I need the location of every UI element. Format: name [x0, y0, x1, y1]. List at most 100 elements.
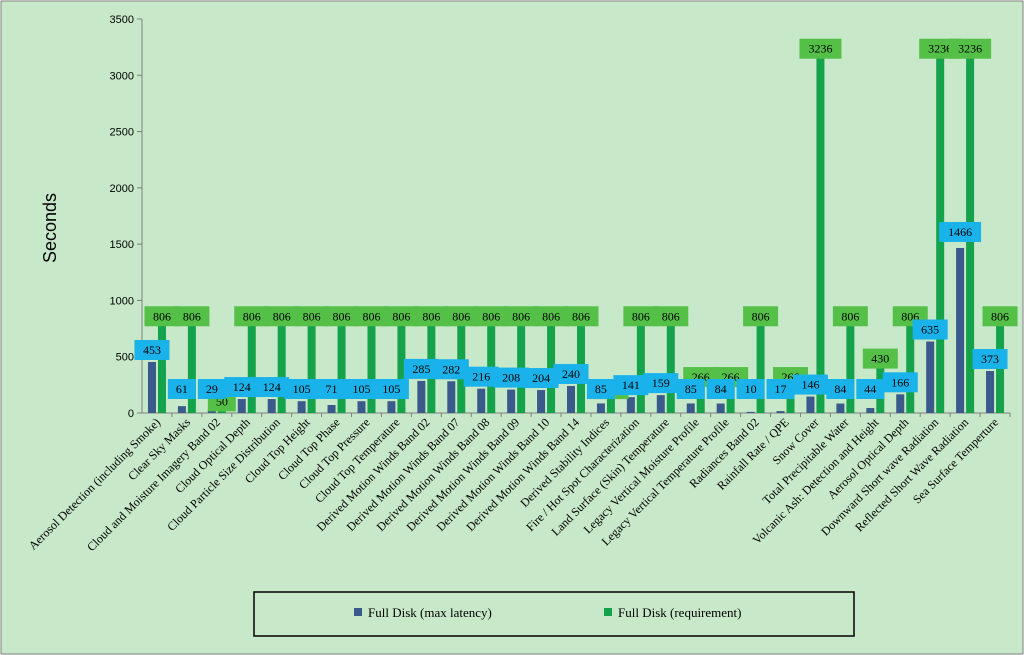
data-label-requirement: 806: [482, 309, 500, 323]
data-label-max-latency: 453: [143, 343, 161, 357]
bar-requirement: [397, 322, 406, 413]
data-label-requirement: 806: [333, 309, 351, 323]
data-label-max-latency-box: [736, 379, 765, 399]
data-label-max-latency: 44: [864, 382, 876, 396]
bar-requirement: [367, 322, 376, 413]
bar-max-latency: [866, 408, 875, 413]
data-label-max-latency-box: [463, 366, 499, 387]
data-label-max-latency: 85: [595, 382, 607, 396]
data-label-requirement: 806: [422, 309, 440, 323]
data-label-max-latency-box: [403, 358, 439, 379]
data-label-max-latency: 635: [921, 323, 939, 337]
bar-max-latency: [806, 396, 815, 413]
data-label-max-latency: 124: [263, 380, 281, 394]
data-label-max-latency: 29: [206, 382, 218, 396]
data-label-max-latency: 373: [981, 352, 999, 366]
data-label-requirement: 806: [752, 309, 770, 323]
bar-max-latency: [177, 406, 186, 413]
bar-max-latency: [776, 411, 785, 413]
data-label-max-latency-box: [284, 379, 320, 399]
data-label-max-latency-box: [224, 377, 260, 398]
bar-max-latency: [656, 395, 665, 413]
data-label-requirement: 806: [392, 309, 410, 323]
data-label-max-latency: 61: [176, 382, 188, 396]
data-label-max-latency-box: [553, 363, 589, 384]
data-label-requirement: 430: [871, 352, 889, 366]
bar-max-latency: [507, 389, 516, 413]
data-label-requirement: 806: [273, 309, 291, 323]
bar-requirement: [277, 322, 286, 413]
bar-max-latency: [836, 403, 845, 413]
data-label-requirement: 806: [183, 309, 201, 323]
data-label-requirement: 806: [362, 309, 380, 323]
data-label-requirement: 806: [243, 309, 261, 323]
data-label-max-latency-box: [766, 379, 795, 399]
data-label-requirement-box: [533, 306, 569, 327]
data-label-max-latency: 105: [293, 382, 311, 396]
bar-requirement: [756, 322, 765, 413]
data-label-max-latency-box: [706, 379, 735, 399]
bar-requirement: [547, 322, 556, 413]
data-label-requirement: 806: [303, 309, 321, 323]
data-label-max-latency-box: [826, 379, 855, 399]
bar-max-latency: [746, 411, 755, 413]
data-label-max-latency-box: [493, 367, 529, 388]
bar-max-latency: [387, 401, 396, 413]
bar-max-latency: [147, 362, 156, 413]
bar-max-latency: [237, 399, 246, 413]
data-label-requirement-box: [653, 306, 689, 327]
data-label-max-latency: 84: [715, 382, 727, 396]
data-label-requirement: 806: [632, 309, 650, 323]
data-label-requirement: 3236: [808, 42, 832, 56]
bar-requirement: [666, 322, 675, 413]
bar-requirement: [337, 322, 346, 413]
y-tick-label: 3000: [110, 70, 134, 82]
bar-max-latency: [956, 247, 965, 413]
bar-requirement: [307, 322, 316, 413]
data-label-requirement-box: [503, 306, 539, 327]
data-label-requirement: 3236: [958, 42, 982, 56]
y-tick-label: 2000: [110, 183, 134, 195]
data-label-requirement: 806: [542, 309, 560, 323]
data-label-max-latency: 204: [532, 371, 550, 385]
data-label-requirement-box: [144, 306, 180, 327]
bar-requirement: [606, 395, 615, 413]
data-label-requirement-box: [383, 306, 419, 327]
data-label-requirement: 806: [452, 309, 470, 323]
data-label-max-latency-box: [882, 372, 918, 393]
bar-max-latency: [596, 403, 605, 413]
legend-swatch-requirement: [604, 608, 612, 616]
data-label-max-latency: 146: [801, 378, 819, 392]
bar-max-latency: [686, 403, 695, 413]
y-tick-label: 1500: [110, 239, 134, 251]
bar-requirement: [247, 322, 256, 413]
data-label-max-latency: 141: [622, 378, 640, 392]
bar-requirement: [636, 322, 645, 413]
data-label-max-latency: 84: [834, 382, 846, 396]
data-label-max-latency: 285: [412, 362, 430, 376]
data-label-requirement-box: [234, 306, 270, 327]
bar-requirement: [846, 322, 855, 413]
bar-max-latency: [626, 397, 635, 413]
bar-requirement: [816, 48, 825, 413]
bar-max-latency: [986, 371, 995, 413]
y-tick-label: 0: [128, 408, 134, 420]
y-axis-label: Seconds: [40, 193, 60, 263]
data-label-max-latency-box: [134, 340, 170, 361]
y-tick-label: 2500: [110, 127, 134, 139]
data-label-requirement-box: [982, 306, 1018, 327]
data-label-max-latency: 71: [326, 382, 338, 396]
bar-max-latency: [716, 403, 725, 413]
legend-swatch-max-latency: [354, 608, 362, 616]
data-label-max-latency-box: [792, 374, 828, 395]
data-label-max-latency: 159: [652, 376, 670, 390]
bar-requirement: [906, 322, 915, 413]
bar-max-latency: [477, 388, 486, 413]
data-label-requirement-box: [473, 306, 509, 327]
data-label-max-latency: 1466: [948, 225, 972, 239]
data-label-max-latency: 17: [775, 382, 787, 396]
data-label-max-latency-box: [317, 379, 346, 399]
data-label-max-latency: 105: [352, 382, 370, 396]
data-label-requirement: 806: [512, 309, 530, 323]
bar-requirement: [187, 322, 196, 413]
